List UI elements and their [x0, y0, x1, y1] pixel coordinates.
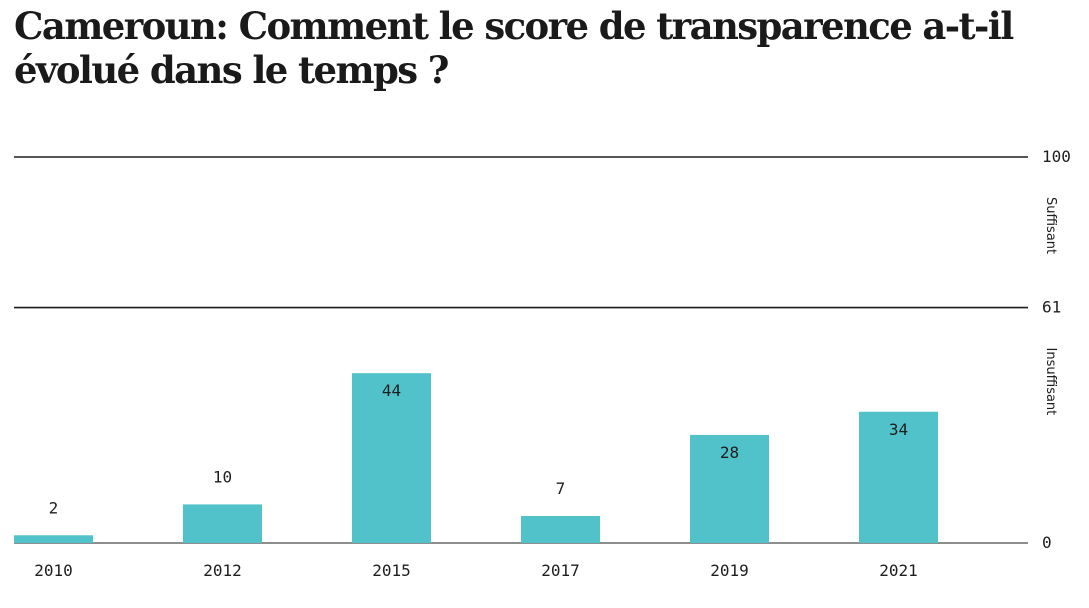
bar-2012: [183, 504, 262, 543]
band-label: Insuffisant: [1043, 348, 1058, 416]
data-labels: 2 10 44 7 28 34: [49, 381, 908, 517]
x-axis-ticks: 2010 2012 2015 2017 2019 2021: [34, 561, 918, 580]
band-label: Suffisant: [1043, 197, 1058, 254]
x-tick-label: 2019: [710, 561, 749, 580]
x-tick-label: 2017: [541, 561, 580, 580]
y-axis-ticks: 0 61 100: [1042, 147, 1071, 552]
data-label: 34: [889, 420, 908, 439]
bar-2021: [859, 411, 938, 543]
data-label: 10: [213, 467, 232, 486]
data-label: 44: [382, 381, 401, 400]
bars: [14, 373, 938, 543]
bar-2019: [690, 434, 769, 543]
data-label: 7: [556, 479, 566, 498]
x-tick-label: 2015: [372, 561, 411, 580]
data-label: 2: [49, 498, 59, 517]
x-tick-label: 2012: [203, 561, 242, 580]
data-label: 28: [720, 443, 739, 462]
y-tick-label: 61: [1042, 298, 1061, 317]
bar-2010: [14, 535, 93, 543]
chart-title: Cameroun: Comment le score de transparen…: [14, 4, 1014, 92]
y-tick-label: 100: [1042, 147, 1071, 166]
y-tick-label: 0: [1042, 533, 1052, 552]
band-labels: Suffisant Insuffisant: [1043, 197, 1058, 415]
bar-2017: [521, 515, 600, 543]
x-tick-label: 2010: [34, 561, 73, 580]
x-tick-label: 2021: [879, 561, 918, 580]
bar-2015: [352, 373, 431, 543]
